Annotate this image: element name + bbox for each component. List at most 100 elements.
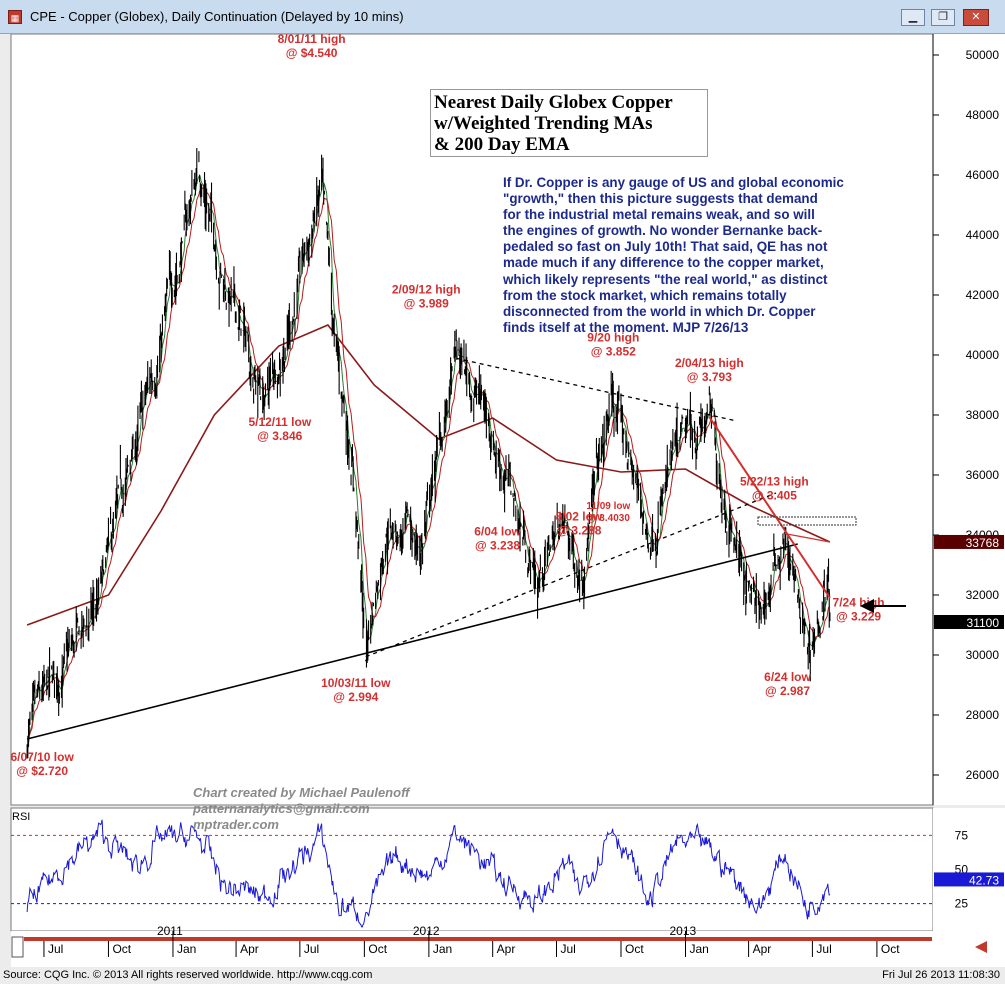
month-label-2: Jan	[177, 942, 196, 956]
time-axis: Jul Oct Jan Apr Jul Oct Jan Apr Jul Oct Jan Apr Jul O…	[24, 924, 932, 957]
source-text: Source: CQG Inc. © 2013 All rights reser…	[3, 969, 373, 981]
month-label-4: Jul	[304, 942, 319, 956]
rsi-line	[26, 819, 831, 928]
price-plot-area	[10, 34, 934, 806]
annotation-layer: 2/07/11 high@ $4.6378/01/11 high@ $4.540…	[10, 34, 884, 778]
annotation-8-line1: 6/04 low	[474, 525, 521, 539]
month-label-0: Jul	[48, 942, 63, 956]
annotation-11-line1: 10/03/11 low	[321, 676, 391, 690]
time-axis-bar	[24, 937, 932, 941]
y-tick-label-0: 50000	[966, 48, 1000, 62]
rsi-label: RSI	[12, 811, 30, 823]
price-badge-1	[934, 615, 1004, 629]
annotation-2-line2: @ 3.846	[257, 429, 302, 443]
support-trendline	[26, 543, 798, 740]
annotation-10-line1: 7/24 high	[833, 595, 885, 609]
trendline-layer	[26, 357, 831, 740]
rsi-tick-label-0: 75	[955, 828, 969, 842]
annotation-10-line2: @ 3.229	[836, 609, 881, 623]
y-tick-label-5: 40000	[966, 348, 1000, 362]
month-label-9: Oct	[625, 942, 644, 956]
annotation-3-line2: @ 3.989	[404, 296, 449, 310]
month-label-11: Apr	[753, 942, 772, 956]
red-downtrend-line	[708, 416, 831, 599]
timestamp-text: Fri Jul 26 2013 11:08:30	[882, 969, 1000, 981]
annotation-1-line2: @ $4.540	[286, 46, 338, 60]
y-tick-label-2: 46000	[966, 168, 1000, 182]
month-label-3: Apr	[240, 942, 259, 956]
annotation-3-line1: 2/09/12 high	[392, 282, 461, 296]
y-tick-label-6: 38000	[966, 408, 1000, 422]
dashed-support-trendline	[365, 492, 777, 658]
current-price-arrow	[860, 599, 906, 613]
chart-title: Nearest Daily Globex Copper w/Weighted T…	[434, 92, 673, 155]
minimize-button[interactable]: ▁	[901, 9, 925, 26]
red-short-line	[784, 532, 831, 543]
month-label-5: Oct	[368, 942, 387, 956]
annotation-9-line1: 8/02 low	[556, 510, 603, 524]
annotation-5-line1: 2/04/13 high	[675, 356, 744, 370]
resistance-box	[757, 516, 857, 526]
month-label-1: Oct	[112, 942, 131, 956]
month-label-6: Jan	[433, 942, 452, 956]
commentary-text: If Dr. Copper is any gauge of US and glo…	[503, 175, 844, 335]
annotation-12-line1: 6/24 low	[764, 670, 811, 684]
status-bar: Source: CQG Inc. © 2013 All rights reser…	[0, 967, 1005, 984]
annotation-7-line1: 11/09 low	[586, 501, 630, 512]
price-badge-0	[934, 534, 1004, 549]
rsi-current-label: 42.73	[969, 873, 999, 887]
annotation-4-line1: 9/20 high	[587, 330, 639, 344]
scroll-handle[interactable]	[11, 936, 24, 958]
rsi-current-badge	[934, 872, 1004, 887]
annotation-12-line2: @ 2.987	[765, 684, 810, 698]
rsi-plot-area	[10, 807, 934, 932]
y-tick-label-9: 32000	[966, 588, 1000, 602]
y-tick-label-4: 42000	[966, 288, 1000, 302]
close-button[interactable]: ✕	[963, 9, 989, 26]
y-tick-label-11: 28000	[966, 708, 1000, 722]
app-icon: ▦	[8, 10, 22, 24]
price-axis: 50000 48000 46000 44000 42000 40000 38000 36000…	[932, 34, 1004, 805]
price-layer	[26, 148, 831, 759]
annotation-13-line1: 6/07/10 low	[10, 750, 74, 764]
annotation-7-line2: @ 3.4030	[587, 513, 631, 524]
restore-button[interactable]: ❐	[931, 9, 955, 26]
price-badge-label-1: 31100	[967, 616, 1000, 630]
year-label-0: 2011	[157, 924, 183, 938]
rsi-tick-label-2: 25	[955, 897, 969, 911]
month-label-13: Oct	[881, 942, 900, 956]
y-tick-label-3: 44000	[966, 228, 1000, 242]
annotation-1-line1: 8/01/11 high	[278, 34, 346, 46]
annotation-9-line2: @ 3.288	[556, 524, 601, 538]
annotation-4-line2: @ 3.852	[591, 344, 636, 358]
y-tick-label-7: 36000	[966, 468, 1000, 482]
window-title-bar: ▦ CPE - Copper (Globex), Daily Continuat…	[0, 0, 1005, 34]
month-label-10: Jan	[689, 942, 708, 956]
annotation-8-line2: @ 3.238	[475, 539, 520, 553]
price-axis-area	[933, 34, 1005, 805]
y-tick-label-1: 48000	[966, 108, 1000, 122]
window-title: CPE - Copper (Globex), Daily Continuatio…	[30, 9, 404, 24]
chart-credit: Chart created by Michael Paulenoff patte…	[193, 785, 410, 832]
y-tick-label-12: 26000	[966, 768, 1000, 782]
medium-ma-line	[26, 187, 831, 753]
year-label-2: 2013	[669, 924, 696, 938]
annotation-2-line1: 5/12/11 low	[248, 415, 311, 429]
scroll-right-icon[interactable]	[975, 941, 987, 953]
y-tick-label-10: 30000	[966, 648, 1000, 662]
rsi-axis-area	[933, 808, 1005, 931]
annotation-11-line2: @ 2.994	[333, 690, 378, 704]
month-label-12: Jul	[816, 942, 831, 956]
chart-canvas: 2/07/11 high@ $4.6378/01/11 high@ $4.540…	[10, 34, 1005, 967]
chart-title-box	[430, 89, 708, 157]
month-label-8: Jul	[560, 942, 575, 956]
annotation-13-line2: @ $2.720	[16, 764, 68, 778]
price-badge-label-0: 33768	[966, 536, 1000, 550]
chart-window: 2/07/11 high@ $4.6378/01/11 high@ $4.540…	[0, 34, 1005, 967]
annotation-5-line2: @ 3.793	[687, 370, 732, 384]
annotation-6-line2: @ 3.405	[752, 489, 797, 503]
year-label-1: 2012	[413, 924, 440, 938]
month-label-7: Apr	[497, 942, 516, 956]
annotation-6-line1: 5/22/13 high	[740, 475, 809, 489]
